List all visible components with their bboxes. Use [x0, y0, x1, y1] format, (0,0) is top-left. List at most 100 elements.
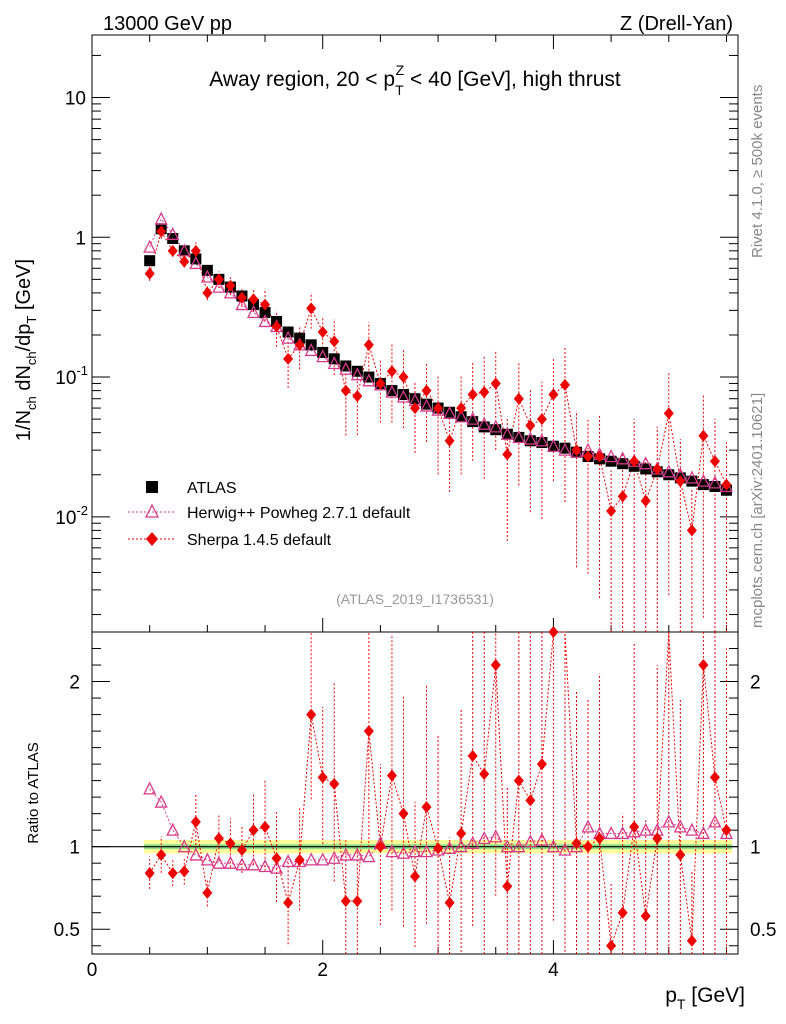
sherpa-ratio-point [421, 801, 432, 814]
ratio-data-marks [143, 626, 734, 954]
herwig-ratio-point [546, 839, 560, 853]
atlas-point [524, 435, 536, 447]
sherpa-point [479, 386, 490, 399]
herwig-ratio-point [419, 844, 434, 858]
sherpa-ratio-point [536, 758, 547, 771]
herwig-point [696, 473, 710, 487]
atlas-point [709, 480, 721, 492]
sherpa-ratio-point [375, 840, 386, 853]
sherpa-point [571, 444, 582, 457]
herwig-ratio-point [350, 847, 364, 861]
y-axis-label: 1/Nch dNch/dpT [GeV] [13, 259, 39, 441]
legend-atlas-label: ATLAS [187, 480, 237, 497]
herwig-ratio-point [408, 844, 422, 858]
sherpa-point [317, 326, 328, 339]
herwig-ratio-point [604, 826, 618, 840]
herwig-point [454, 409, 468, 423]
sherpa-point [213, 273, 224, 286]
sherpa-ratio-point [317, 771, 328, 784]
sherpa-point [283, 352, 294, 365]
sherpa-ratio-point [271, 852, 282, 865]
sherpa-point [340, 384, 351, 397]
atlas-point [501, 428, 513, 440]
herwig-ratio-point [466, 835, 480, 850]
herwig-ratio-point [223, 855, 237, 869]
herwig-point [316, 349, 330, 363]
herwig-point [223, 285, 237, 299]
sherpa-point [306, 302, 317, 315]
herwig-point [396, 389, 411, 403]
herwig-point [639, 456, 653, 470]
sherpa-point [421, 384, 432, 397]
atlas-point [686, 475, 698, 487]
y-tick-label: 10-2 [55, 503, 88, 529]
x-tick-label: 0 [87, 960, 98, 981]
sherpa-ratio-point [675, 848, 686, 861]
header-left: 13000 GeV pp [103, 13, 232, 35]
atlas-point [351, 365, 363, 377]
herwig-point [512, 429, 526, 444]
sherpa-point [709, 455, 720, 468]
sherpa-ratio-point [686, 934, 697, 947]
herwig-ratio-point [443, 840, 457, 854]
sherpa-point [456, 402, 467, 415]
ratio-tick-label: 0.5 [54, 920, 80, 941]
atlas-point [513, 431, 525, 443]
herwig-ratio-point [235, 857, 249, 871]
atlas-point [455, 411, 467, 423]
sherpa-point [502, 448, 513, 461]
atlas-point [421, 398, 433, 410]
herwig-ratio-point [616, 826, 630, 840]
herwig-ratio-point [327, 850, 341, 864]
sherpa-ratio-point [571, 837, 582, 850]
herwig-point [546, 438, 560, 452]
y-tick-label: 10 [65, 89, 86, 110]
sherpa-ratio-point [606, 939, 617, 952]
legend-atlas-marker [146, 481, 158, 493]
ratio-tick-label: 2 [69, 673, 80, 694]
herwig-ratio-point [685, 822, 699, 836]
sherpa-ratio-point [236, 843, 247, 856]
herwig-point [154, 211, 168, 225]
atlas-point [144, 255, 156, 267]
herwig-ratio-point [454, 839, 468, 853]
sherpa-ratio-point [306, 708, 317, 721]
herwig-point [350, 367, 364, 381]
sherpa-ratio-point [698, 659, 709, 672]
herwig-point [489, 419, 503, 433]
herwig-point [246, 304, 261, 319]
sherpa-ratio-point [410, 870, 420, 883]
chart-title: Away region, 20 < pTZ < 40 [GeV], high t… [209, 62, 621, 98]
herwig-ratio-point [212, 855, 226, 869]
sherpa-point [260, 298, 271, 311]
sherpa-ratio-point [629, 820, 640, 833]
sherpa-ratio-point [398, 807, 409, 820]
herwig-ratio-point [639, 822, 653, 836]
herwig-point [362, 373, 376, 387]
herwig-ratio-point [477, 830, 491, 845]
sherpa-point [410, 402, 420, 415]
atlas-point [340, 360, 352, 372]
ratio-tick-label-right: 2 [750, 673, 761, 694]
sherpa-ratio-point [456, 827, 467, 840]
analysis-watermark: (ATLAS_2019_I1736531) [336, 591, 494, 607]
sherpa-ratio-point [352, 895, 363, 908]
sherpa-point [617, 490, 628, 503]
sherpa-ratio-point [167, 867, 178, 880]
herwig-point [558, 442, 572, 456]
sherpa-point [433, 402, 444, 415]
atlas-point [167, 233, 179, 245]
atlas-point [409, 393, 421, 405]
sherpa-ratio-point [479, 768, 490, 781]
herwig-ratio-point [719, 826, 734, 840]
herwig-ratio-point [569, 839, 584, 853]
sherpa-ratio-point [513, 774, 524, 787]
sherpa-ratio-point [386, 769, 397, 782]
herwig-ratio-point [143, 781, 157, 795]
sherpa-ratio-point [525, 794, 536, 807]
sherpa-point [652, 462, 663, 475]
sherpa-ratio-point [179, 865, 190, 878]
sherpa-ratio-point [467, 749, 478, 762]
sherpa-ratio-point [583, 840, 594, 853]
